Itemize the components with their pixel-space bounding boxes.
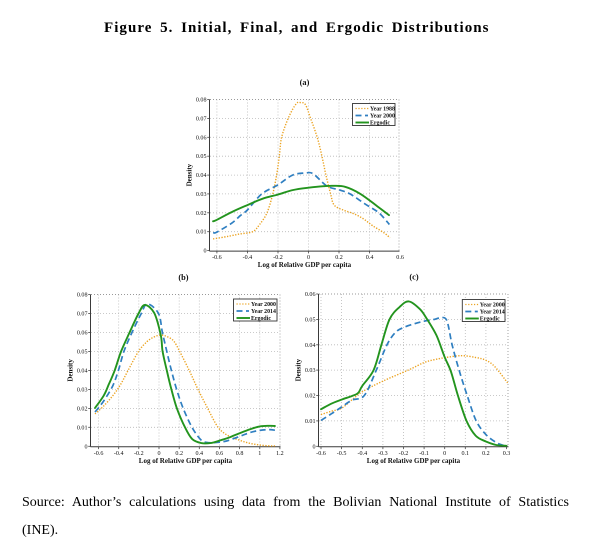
svg-text:0.08: 0.08 (77, 293, 88, 299)
svg-text:0.04: 0.04 (196, 173, 207, 179)
svg-text:0.06: 0.06 (305, 292, 316, 298)
svg-text:0.08: 0.08 (196, 98, 207, 104)
svg-text:0.02: 0.02 (305, 394, 316, 400)
svg-text:0.03: 0.03 (196, 192, 207, 198)
svg-text:0.2: 0.2 (482, 451, 490, 457)
svg-text:Density: Density (295, 358, 303, 381)
svg-text:0.07: 0.07 (196, 116, 207, 122)
svg-text:Ergodic: Ergodic (480, 317, 500, 323)
svg-text:0.07: 0.07 (77, 312, 88, 318)
svg-text:(c): (c) (409, 273, 418, 282)
svg-text:0.2: 0.2 (335, 255, 343, 261)
svg-text:0.06: 0.06 (77, 330, 88, 336)
svg-text:Log of Relative GDP per capita: Log of Relative GDP per capita (258, 261, 352, 269)
svg-text:0.01: 0.01 (77, 425, 88, 431)
svg-text:Ergodic: Ergodic (370, 121, 390, 127)
svg-text:(a): (a) (300, 78, 310, 87)
svg-text:0: 0 (307, 255, 310, 261)
svg-text:-0.2: -0.2 (273, 255, 283, 261)
svg-text:0.6: 0.6 (396, 255, 404, 261)
svg-text:0.03: 0.03 (305, 368, 316, 374)
svg-text:-0.2: -0.2 (134, 451, 144, 457)
svg-text:Log of Relative GDP per capita: Log of Relative GDP per capita (139, 457, 233, 465)
svg-text:Year 2014: Year 2014 (251, 309, 276, 315)
svg-text:-0.4: -0.4 (357, 451, 367, 457)
svg-text:0.4: 0.4 (366, 255, 374, 261)
svg-text:-0.5: -0.5 (337, 451, 347, 457)
svg-text:0.6: 0.6 (216, 451, 224, 457)
svg-text:0.05: 0.05 (196, 154, 207, 160)
svg-text:-0.3: -0.3 (378, 451, 388, 457)
svg-text:Ergodic: Ergodic (251, 316, 271, 322)
svg-text:1.2: 1.2 (276, 451, 284, 457)
svg-text:0: 0 (84, 444, 87, 450)
svg-text:0: 0 (312, 444, 315, 450)
svg-text:Year 2000: Year 2000 (370, 114, 395, 120)
svg-text:0.01: 0.01 (305, 419, 316, 425)
svg-text:0: 0 (157, 451, 160, 457)
svg-text:Log of Relative GDP per capita: Log of Relative GDP per capita (367, 457, 461, 465)
svg-text:0.4: 0.4 (195, 451, 203, 457)
svg-text:-0.4: -0.4 (114, 451, 124, 457)
svg-text:Year 2000: Year 2000 (251, 302, 276, 308)
svg-text:0.2: 0.2 (175, 451, 183, 457)
svg-text:(b): (b) (178, 273, 188, 282)
svg-text:-0.6: -0.6 (212, 255, 222, 261)
svg-text:Year 2000: Year 2000 (480, 303, 505, 309)
svg-text:0.05: 0.05 (77, 349, 88, 355)
svg-text:-0.6: -0.6 (94, 451, 104, 457)
svg-text:Year 1988: Year 1988 (370, 107, 395, 113)
svg-text:0.06: 0.06 (196, 135, 207, 141)
svg-text:0.02: 0.02 (77, 406, 88, 412)
svg-text:0.8: 0.8 (236, 451, 244, 457)
svg-text:0.02: 0.02 (196, 211, 207, 217)
svg-text:-0.4: -0.4 (243, 255, 253, 261)
svg-text:0.3: 0.3 (503, 451, 511, 457)
svg-text:Density: Density (186, 163, 194, 186)
svg-text:-0.6: -0.6 (316, 451, 326, 457)
svg-text:0.01: 0.01 (196, 230, 207, 236)
svg-text:0: 0 (443, 451, 446, 457)
svg-text:Density: Density (67, 359, 75, 382)
svg-text:0.1: 0.1 (461, 451, 469, 457)
svg-text:0.04: 0.04 (77, 368, 88, 374)
svg-text:0.03: 0.03 (77, 387, 88, 393)
svg-text:0.04: 0.04 (305, 343, 316, 349)
svg-text:-0.1: -0.1 (419, 451, 429, 457)
svg-text:0.05: 0.05 (305, 317, 316, 323)
svg-text:Year 2014: Year 2014 (480, 310, 505, 316)
svg-text:0: 0 (203, 249, 206, 255)
svg-text:1: 1 (258, 451, 261, 457)
svg-text:-0.2: -0.2 (399, 451, 409, 457)
